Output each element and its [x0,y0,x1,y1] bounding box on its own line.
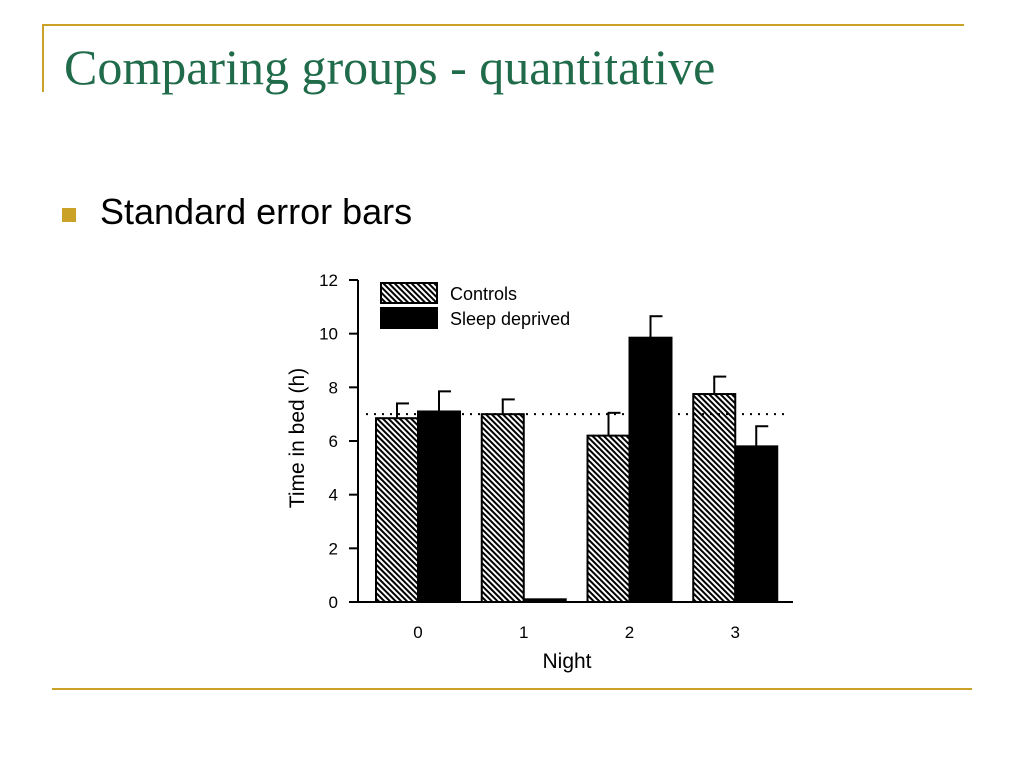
bar [417,410,461,603]
square-bullet-icon [62,208,76,222]
legend-swatch [380,307,438,329]
y-tick-label: 12 [319,271,338,290]
legend-swatch [380,282,438,304]
y-tick-label: 2 [329,539,338,558]
y-tick-label: 4 [329,486,338,505]
legend-label: Sleep deprived [450,309,570,329]
frame-top-rule [42,24,964,26]
frame-bottom-rule [52,688,972,690]
y-tick-label: 8 [329,378,338,397]
bar [734,445,779,603]
bar [522,598,567,604]
x-tick-label: 0 [413,623,422,642]
bar [375,417,419,603]
y-tick-label: 0 [329,593,338,612]
frame-left-rule [42,24,44,92]
x-axis-title: Night [542,650,591,673]
y-axis-title: Time in bed (h) [286,368,309,508]
x-tick-label: 3 [731,623,740,642]
bar [480,413,525,603]
bar [586,434,631,603]
legend-label: Controls [450,284,517,304]
bullet-text: Standard error bars [100,191,413,232]
x-tick-label: 1 [519,623,528,642]
slide-title: Comparing groups - quantitative [64,39,716,95]
y-tick-label: 10 [319,325,338,344]
x-tick-label: 2 [625,623,634,642]
y-tick-label: 6 [329,432,338,451]
bar [628,336,673,603]
bar [692,393,737,603]
